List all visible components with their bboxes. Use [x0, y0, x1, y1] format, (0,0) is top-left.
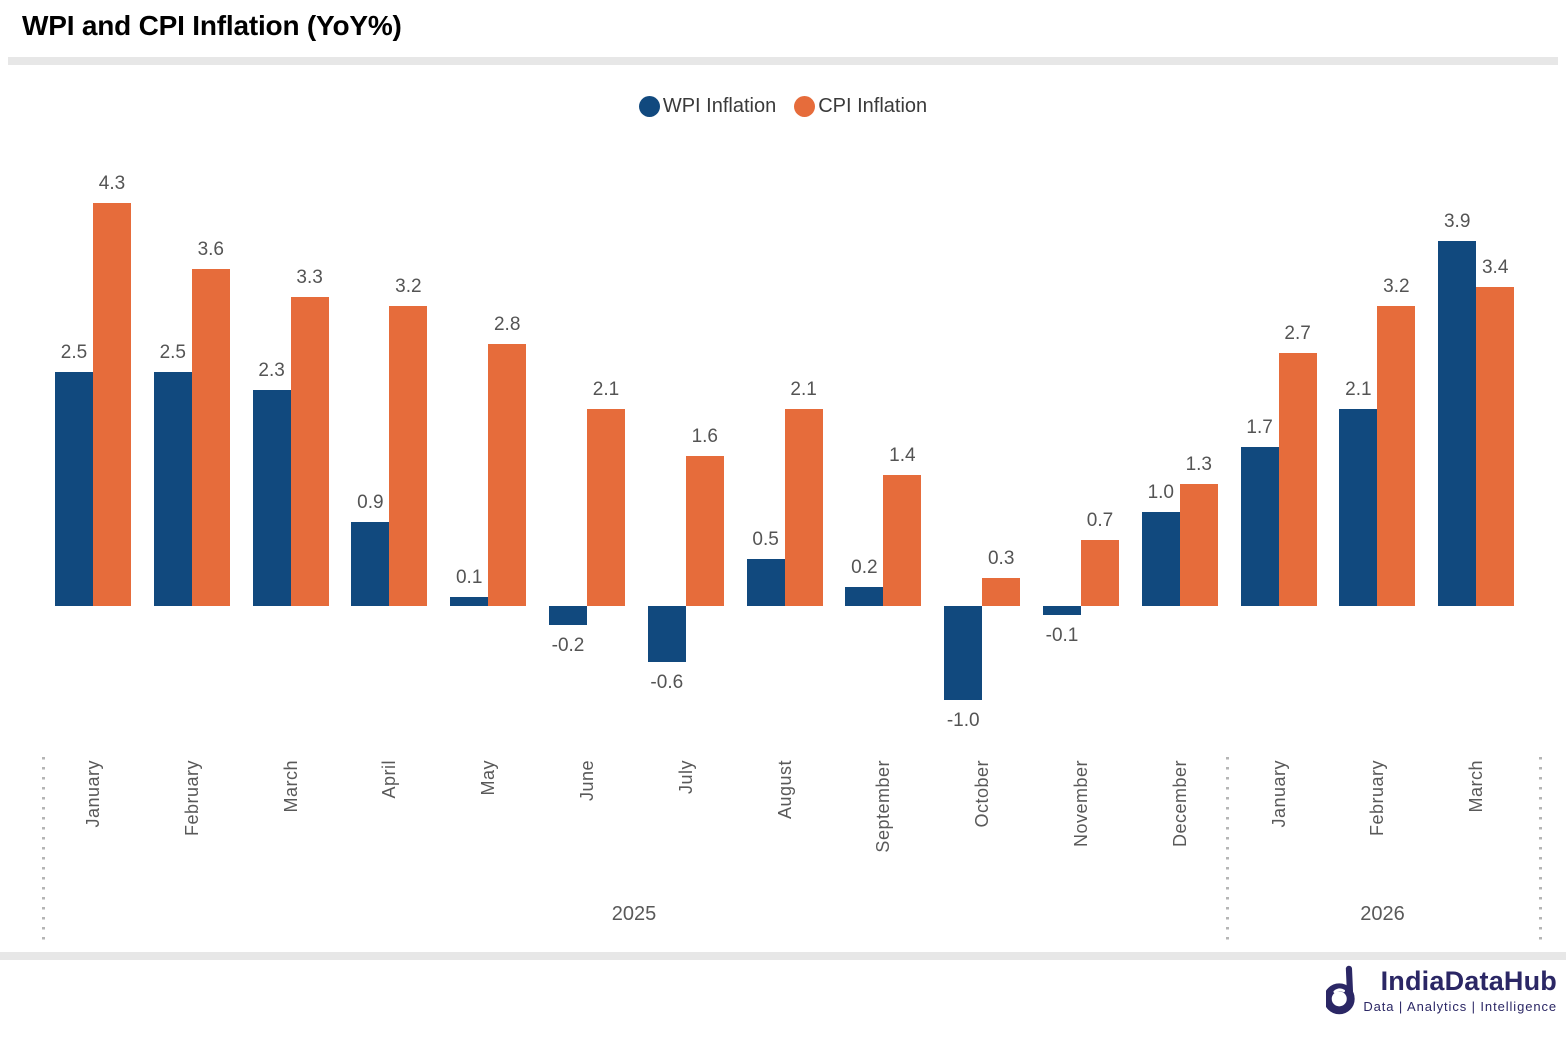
x-axis-month-label: March	[280, 760, 301, 813]
wpi-value-label: 0.1	[455, 566, 483, 588]
cpi-value-label: 1.3	[1185, 454, 1212, 476]
wpi-bar-january	[55, 371, 93, 606]
cpi-value-label: 1.6	[691, 426, 718, 448]
x-axis-month-label: February	[1367, 760, 1388, 837]
wpi-legend-label: WPI Inflation	[662, 95, 777, 117]
wpi-bar-june	[549, 606, 587, 625]
cpi-value-label: 2.1	[592, 379, 620, 401]
x-axis-month-label: February	[181, 760, 202, 837]
cpi-bar-april	[389, 306, 428, 606]
x-axis-month-label: August	[774, 760, 795, 820]
wpi-bar-october	[944, 606, 983, 700]
x-axis-year-label: 2026	[1360, 903, 1405, 925]
logo-tagline: Data | Analytics | Intelligence	[1363, 999, 1557, 1014]
cpi-bar-february	[1377, 306, 1416, 606]
cpi-bar-may	[488, 343, 527, 606]
wpi-value-label: 3.9	[1443, 210, 1471, 232]
wpi-value-label: -0.2	[551, 634, 585, 656]
axis-dotted-separator	[1539, 757, 1542, 942]
wpi-value-label: 2.5	[159, 341, 186, 363]
wpi-value-label: -0.6	[650, 672, 684, 694]
cpi-bar-july	[685, 456, 724, 606]
wpi-bar-august	[746, 559, 785, 606]
wpi-bar-july	[647, 606, 686, 663]
wpi-value-label: 2.5	[60, 341, 88, 363]
title-divider	[8, 57, 1558, 65]
cpi-value-label: 3.2	[395, 276, 422, 298]
cpi-bar-august	[784, 409, 823, 606]
wpi-value-label: 2.3	[258, 360, 285, 382]
cpi-bar-november	[1081, 540, 1119, 606]
wpi-value-label: -0.1	[1045, 625, 1079, 647]
cpi-bar-september	[883, 474, 922, 606]
cpi-value-label: 3.6	[197, 238, 224, 260]
wpi-value-label: 0.9	[357, 491, 384, 513]
x-axis-month-label: July	[675, 760, 696, 795]
wpi-bar-february	[153, 371, 192, 606]
cpi-value-label: 1.4	[889, 444, 916, 466]
cpi-bar-january	[1278, 353, 1317, 606]
indiadatahub-logo-icon	[1326, 965, 1356, 1015]
wpi-bar-may	[450, 596, 489, 606]
wpi-bar-november	[1043, 606, 1081, 616]
chart-legend: WPI Inflation CPI Inflation	[0, 95, 1566, 118]
wpi-value-label: 0.5	[752, 529, 779, 551]
cpi-value-label: 3.3	[296, 266, 323, 288]
wpi-value-label: 1.0	[1147, 482, 1174, 504]
x-axis-month-label: May	[478, 760, 499, 796]
legend-item-cpi: CPI Inflation	[794, 95, 927, 118]
indiadatahub-logo: IndiaDataHub Data | Analytics | Intellig…	[1326, 963, 1557, 1017]
cpi-bar-march	[290, 296, 329, 606]
cpi-value-label: 3.2	[1383, 276, 1410, 298]
wpi-bar-march	[252, 390, 291, 606]
x-axis-month-label: September	[873, 760, 894, 853]
x-axis-month-label: October	[972, 760, 993, 828]
x-axis-month-label: June	[577, 760, 597, 802]
wpi-bar-january	[1240, 446, 1279, 606]
wpi-bar-february	[1339, 409, 1378, 606]
footer-divider	[0, 952, 1566, 960]
wpi-value-label: 1.7	[1246, 416, 1273, 438]
cpi-value-label: 0.7	[1086, 510, 1114, 532]
cpi-value-label: 2.7	[1284, 323, 1311, 344]
cpi-bar-october	[982, 577, 1021, 606]
wpi-value-label: 2.1	[1345, 379, 1372, 401]
wpi-value-label: 0.2	[851, 557, 878, 579]
axis-dotted-separator	[1226, 757, 1229, 942]
cpi-bar-june	[587, 409, 625, 606]
logo-text-block: IndiaDataHub Data | Analytics | Intellig…	[1363, 966, 1557, 1014]
wpi-bar-april	[351, 521, 390, 606]
x-axis-month-label: January	[1268, 760, 1289, 828]
wpi-bar-september	[845, 587, 884, 606]
cpi-value-label: 4.3	[98, 173, 126, 195]
x-axis-month-label: April	[379, 760, 400, 799]
cpi-value-label: 0.3	[987, 547, 1015, 569]
cpi-bar-january	[93, 203, 131, 606]
cpi-value-label: 3.4	[1481, 257, 1509, 279]
cpi-value-label: 2.1	[790, 379, 817, 401]
x-axis-month-label: December	[1169, 760, 1190, 848]
page-title: WPI and CPI Inflation (YoY%)	[22, 10, 402, 41]
wpi-bar-december	[1141, 512, 1180, 606]
x-axis-year-label: 2025	[611, 903, 657, 925]
wpi-legend-dot-icon	[638, 96, 660, 117]
x-axis-month-label: March	[1466, 760, 1487, 813]
cpi-legend-dot-icon	[794, 96, 816, 117]
cpi-bar-february	[191, 268, 230, 606]
wpi-value-label: -1.0	[946, 709, 980, 731]
cpi-legend-label: CPI Inflation	[818, 95, 928, 117]
x-axis-month-label: January	[83, 760, 103, 828]
x-axis-month-label: November	[1071, 760, 1091, 848]
wpi-bar-march	[1438, 240, 1477, 606]
axis-dotted-separator	[42, 757, 45, 942]
legend-item-wpi: WPI Inflation	[638, 95, 777, 118]
cpi-bar-march	[1476, 287, 1515, 606]
cpi-bar-december	[1179, 484, 1218, 606]
cpi-value-label: 2.8	[493, 313, 521, 335]
logo-brand-name: IndiaDataHub	[1380, 966, 1557, 996]
